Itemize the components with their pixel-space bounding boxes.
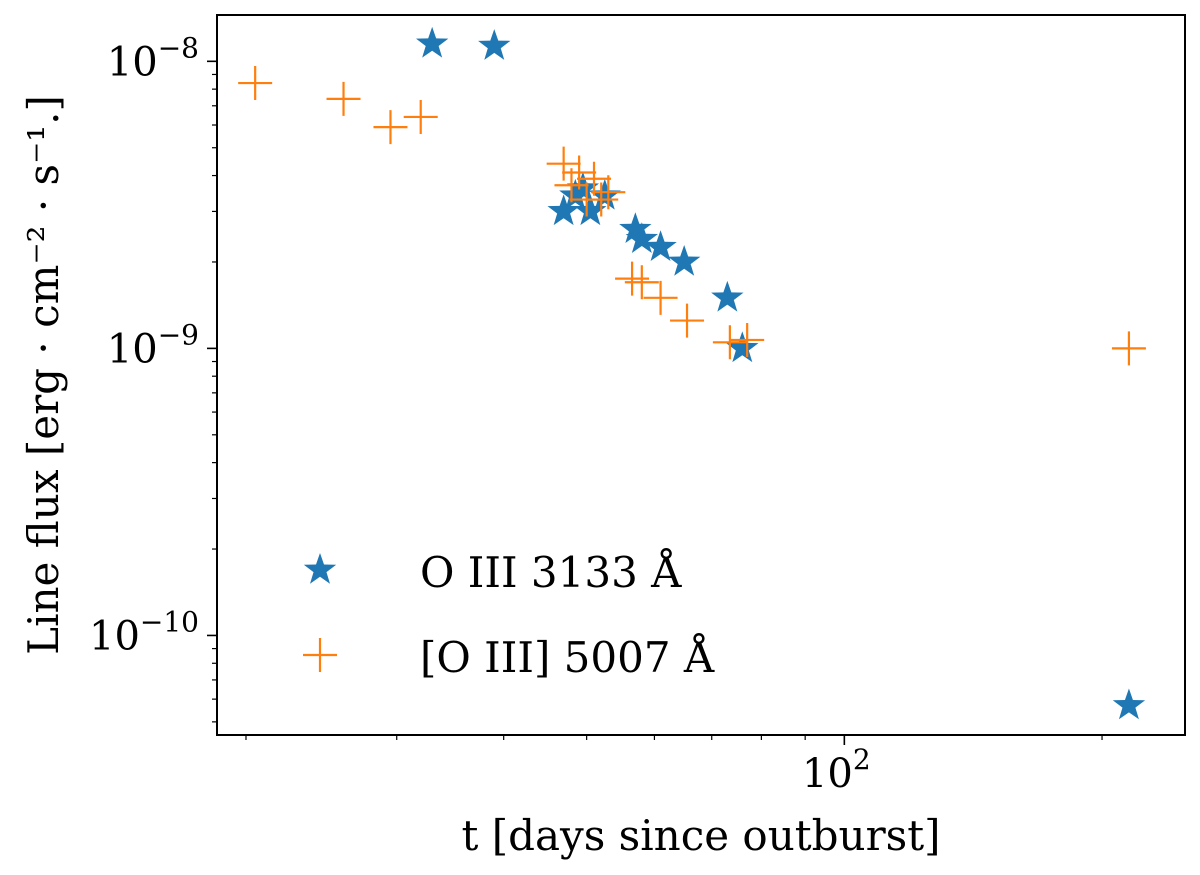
data-point-plus xyxy=(238,66,273,101)
legend-label: [O III] 5007 Å xyxy=(420,632,715,682)
data-point-star xyxy=(619,212,652,244)
data-point-plus xyxy=(584,182,619,217)
data-point-star xyxy=(588,178,621,210)
x-axis-label: t [days since outburst] xyxy=(462,811,941,860)
data-point-plus xyxy=(712,325,747,360)
data-point-star xyxy=(559,178,592,210)
legend-label: O III 3133 Å xyxy=(420,547,682,597)
data-point-star xyxy=(478,29,511,60)
data-point-star xyxy=(574,194,607,226)
data-point-star xyxy=(644,230,677,262)
data-point-star xyxy=(668,244,701,276)
data-point-star xyxy=(1112,688,1146,720)
data-point-plus xyxy=(326,81,361,116)
data-point-star xyxy=(547,194,580,226)
data-marks xyxy=(238,26,1146,720)
series-o-iii-5007 xyxy=(238,66,1146,366)
data-point-plus xyxy=(591,175,626,210)
data-point-plus xyxy=(670,303,705,338)
data-point-plus xyxy=(403,99,438,134)
y-tick-label: 10−10 xyxy=(89,605,199,659)
data-point-star xyxy=(711,280,744,312)
series-o-iii-3133 xyxy=(415,26,1146,720)
data-point-star xyxy=(726,331,759,363)
data-point-plus xyxy=(1111,331,1146,366)
x-tick-label: 102 xyxy=(802,743,871,797)
data-point-plus xyxy=(554,168,589,203)
data-point-plus xyxy=(546,146,581,181)
data-point-star xyxy=(625,222,658,253)
data-point-plus xyxy=(577,161,612,196)
data-point-plus xyxy=(373,110,408,145)
data-point-star xyxy=(566,171,600,203)
data-point-plus xyxy=(615,261,650,296)
data-point-plus xyxy=(624,265,659,300)
y-tick-label: 10−9 xyxy=(107,318,199,372)
axis-ticks: 10−10 10−9 10−8 102 xyxy=(89,31,1103,797)
y-tick-label: 10−8 xyxy=(107,31,199,85)
legend-marker-plus xyxy=(303,638,337,672)
plot-area-frame xyxy=(216,14,1186,736)
legend-marker-star xyxy=(303,553,337,584)
data-point-star xyxy=(415,26,449,58)
data-point-plus xyxy=(643,280,678,315)
y-axis-label: Line flux [erg · cm⁻² · s⁻¹.] xyxy=(19,95,68,655)
legend: O III 3133 Å [O III] 5007 Å xyxy=(303,547,715,682)
data-point-plus xyxy=(730,322,765,357)
data-point-plus xyxy=(562,155,597,190)
